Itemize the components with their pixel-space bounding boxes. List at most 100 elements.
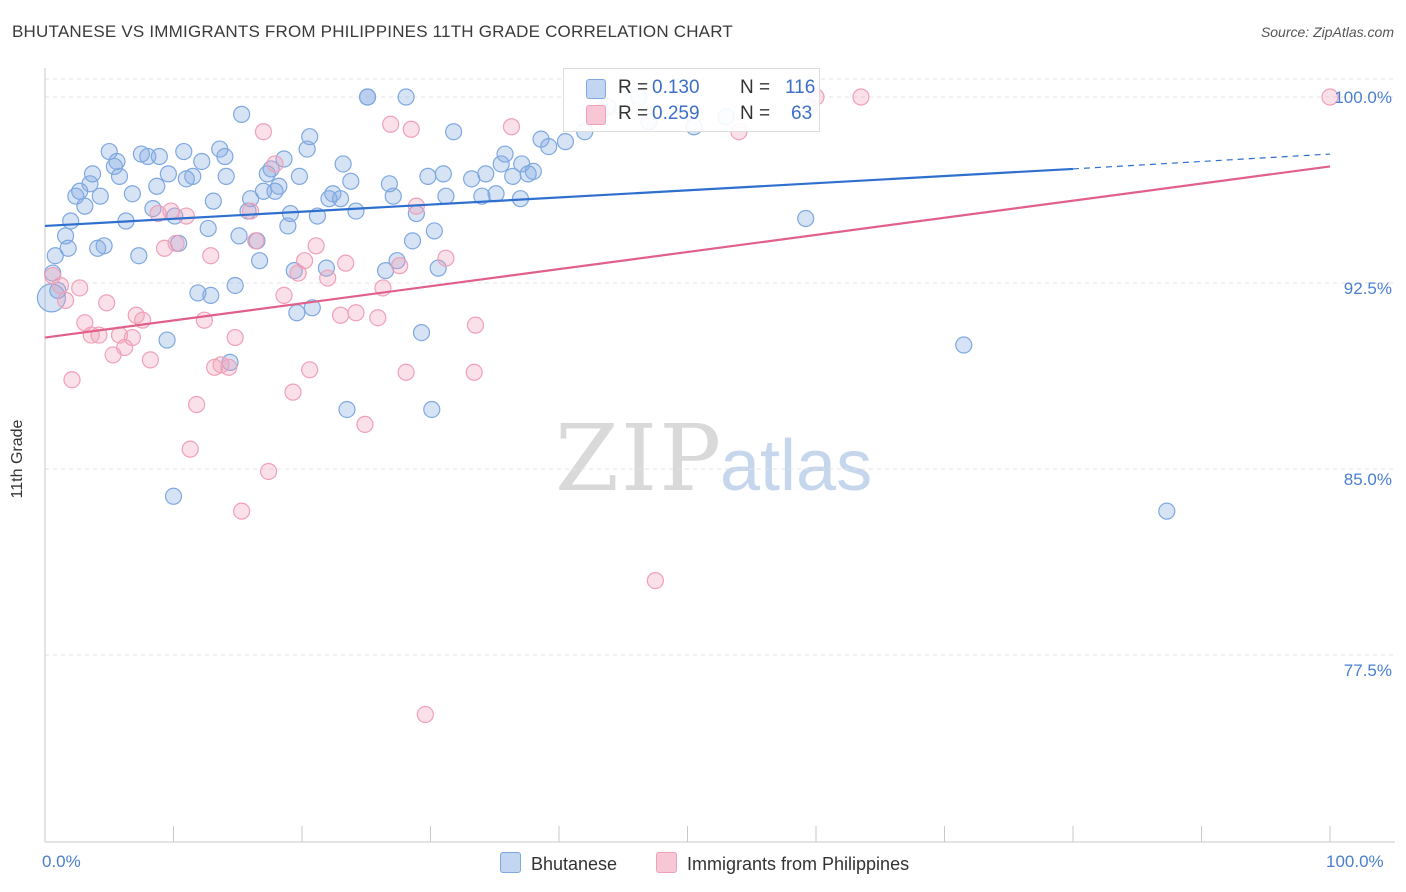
bhutanese-point-46	[233, 105, 251, 123]
bhutanese-point-92	[473, 187, 491, 205]
bhutanese-point-10	[81, 175, 99, 193]
philippines-point-4	[71, 279, 89, 297]
watermark-zip: ZIP	[555, 405, 724, 512]
bhutanese-point-32	[175, 142, 193, 161]
bhutanese-point-95	[492, 155, 510, 173]
legend-n-label: N =	[740, 77, 771, 98]
bhutanese-point-55	[270, 177, 288, 195]
philippines-point-48	[382, 115, 400, 133]
bhutanese-point-29	[164, 487, 183, 505]
bhutanese-point-35	[189, 284, 207, 302]
bhutanese-point-71	[338, 400, 356, 419]
philippines-point-53	[416, 705, 434, 724]
philippines-point-29	[233, 502, 251, 520]
philippines-point-34	[266, 155, 284, 173]
bhutanese-point-17	[108, 152, 126, 171]
legend-r-value: 0.259	[652, 103, 700, 124]
philippines-point-55	[466, 316, 485, 334]
philippines-point-42	[331, 306, 350, 324]
bhutanese-point-101	[524, 162, 542, 180]
philippines-point-31	[247, 232, 265, 250]
philippines-point-8	[98, 294, 116, 312]
bhutanese-point-42	[217, 167, 235, 185]
bhutanese-point-6	[62, 212, 80, 230]
bhutanese-point-89	[437, 187, 455, 205]
bottom-legend-label-bhutanese: Bhutanese	[531, 854, 618, 874]
legend-swatch-blue	[586, 79, 606, 99]
philippines-point-58	[646, 571, 664, 590]
bhutanese-point-85	[423, 400, 441, 419]
bhutanese-point-83	[412, 324, 431, 342]
philippines-point-41	[319, 269, 337, 287]
philippines-point-19	[167, 234, 185, 252]
bhutanese-point-84	[419, 167, 437, 185]
bhutanese-point-61	[290, 167, 309, 185]
philippines-point-54	[437, 249, 455, 267]
philippines-point-16	[149, 204, 167, 223]
bhutanese-point-20	[123, 185, 141, 203]
bhutanese-point-73	[347, 202, 365, 220]
philippines-point-56	[465, 363, 483, 381]
bhutanese-point-69	[331, 190, 350, 208]
bhutanese-point-72	[342, 172, 360, 190]
philippines-point-3	[63, 371, 81, 389]
bhutanese-point-94	[487, 185, 505, 203]
philippines-point-27	[220, 358, 238, 376]
y-axis-label: 11th Grade	[9, 419, 26, 499]
bhutanese-point-16	[105, 157, 123, 176]
bhutanese-point-88	[434, 165, 452, 183]
philippines-point-49	[391, 257, 409, 275]
bhutanese-point-34	[184, 167, 202, 185]
philippines-point-36	[284, 383, 302, 401]
philippines-point-30	[242, 202, 260, 220]
x-tick-label-0: 0.0%	[42, 852, 81, 871]
bhutanese-point-70	[334, 155, 352, 173]
philippines-trend-line	[44, 165, 1331, 339]
bottom-legend-label-philippines: Immigrants from Philippines	[687, 854, 910, 874]
bhutanese-point-86	[425, 222, 443, 240]
stats-legend: R = 0.130 N = 116 R = 0.259 N = 63	[563, 68, 820, 132]
bhutanese-point-114	[955, 336, 973, 354]
bhutanese-point-18	[110, 167, 129, 185]
philippines-point-21	[181, 440, 199, 458]
legend-r-label: R =	[618, 103, 649, 124]
bhutanese-point-41	[216, 147, 234, 166]
bhutanese-point-115	[1158, 502, 1176, 520]
bhutanese-point-79	[388, 252, 406, 270]
philippines-point-40	[307, 237, 325, 255]
bhutanese-point-56	[275, 150, 293, 168]
bhutanese-point-63	[301, 128, 319, 146]
bhutanese-point-104	[556, 133, 575, 151]
x-tick-label-1: 100.0%	[1326, 852, 1384, 871]
legend-swatch-pink	[586, 105, 606, 125]
bhutanese-trend-line	[44, 167, 1074, 228]
philippines-point-32	[254, 123, 273, 141]
chart-title: BHUTANESE VS IMMIGRANTS FROM PHILIPPINES…	[12, 22, 733, 41]
bhutanese-point-21	[130, 247, 148, 265]
bhutanese-point-39	[204, 192, 222, 210]
bhutanese-point-44	[226, 276, 244, 295]
philippines-point-45	[356, 415, 374, 433]
legend-n-value: 116	[785, 77, 816, 98]
bhutanese-point-9	[76, 197, 94, 215]
legend-r-value: 0.130	[652, 77, 700, 98]
philippines-point-44	[347, 304, 365, 322]
philippines-point-28	[226, 328, 244, 347]
bhutanese-point-80	[397, 88, 415, 106]
source-label: Source: ZipAtlas.com	[1260, 24, 1394, 40]
bhutanese-point-37	[199, 219, 217, 238]
philippines-point-57	[502, 118, 521, 136]
bhutanese-point-90	[445, 123, 463, 141]
y-tick-label-85: 85.0%	[1343, 470, 1392, 489]
bhutanese-point-25	[148, 177, 166, 195]
legend-n-value: 63	[791, 103, 813, 124]
watermark-atlas: atlas	[720, 426, 873, 506]
bhutanese-point-112	[797, 209, 815, 228]
philippines-point-2	[56, 291, 75, 309]
bhutanese-point-93	[477, 165, 495, 183]
philippines-point-33	[259, 462, 278, 481]
bhutanese-point-78	[384, 187, 402, 205]
bhutanese-point-13	[91, 187, 109, 205]
philippines-point-38	[295, 252, 314, 270]
bhutanese-point-64	[303, 299, 321, 317]
